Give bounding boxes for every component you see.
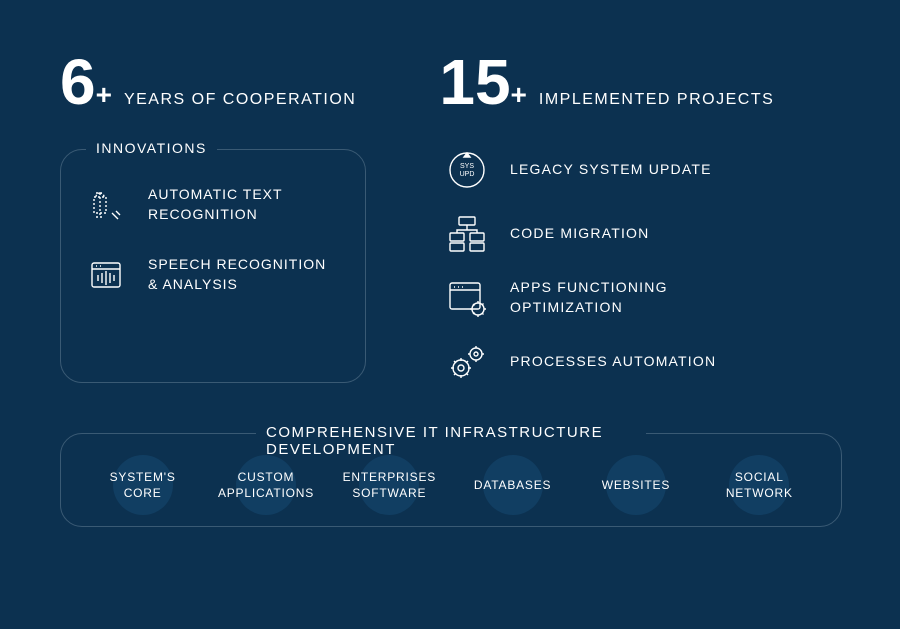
app-gear-icon [446, 277, 488, 319]
service-processes-automation: PROCESSES AUTOMATION [446, 341, 840, 383]
innovation-speech-recognition: SPEECH RECOGNITION& ANALYSIS [86, 255, 340, 295]
gears-icon [446, 341, 488, 383]
servers-icon [446, 213, 488, 255]
infrastructure-box: COMPREHENSIVE IT INFRASTRUCTURE DEVELOPM… [60, 433, 842, 527]
sys-upd-icon: SYSUPD [446, 149, 488, 191]
stat-number: 6+ [60, 50, 112, 114]
service-text: CODE MIGRATION [510, 224, 649, 244]
infra-item-databases: DATABASES [453, 477, 573, 493]
infra-item-enterprise-software: ENTERPRISESSOFTWARE [329, 469, 449, 501]
stat-projects: 15+ IMPLEMENTED PROJECTS [439, 50, 774, 114]
infra-item-core: SYSTEM'SCORE [83, 469, 203, 501]
services-column: SYSUPD LEGACY SYSTEM UPDATE CODE MIGRATI… [446, 149, 840, 383]
service-text: APPS FUNCTIONINGOPTIMIZATION [510, 278, 668, 317]
service-text: PROCESSES AUTOMATION [510, 352, 716, 372]
innovations-box: INNOVATIONS AUTOMATIC TEXTRECOGNITION SP… [60, 149, 366, 383]
text-cursor-icon [86, 185, 126, 225]
service-legacy-update: SYSUPD LEGACY SYSTEM UPDATE [446, 149, 840, 191]
stat-number: 15+ [439, 50, 527, 114]
speech-analysis-icon [86, 255, 126, 295]
service-text: LEGACY SYSTEM UPDATE [510, 160, 712, 180]
infra-item-custom-apps: CUSTOMAPPLICATIONS [206, 469, 326, 501]
innovation-text-recognition: AUTOMATIC TEXTRECOGNITION [86, 185, 340, 225]
stat-label: IMPLEMENTED PROJECTS [539, 91, 774, 109]
infra-item-social-network: SOCIALNETWORK [699, 469, 819, 501]
stat-label: YEARS OF COOPERATION [124, 91, 356, 109]
stats-row: 6+ YEARS OF COOPERATION 15+ IMPLEMENTED … [60, 50, 840, 114]
svg-text:UPD: UPD [460, 171, 475, 178]
mid-row: INNOVATIONS AUTOMATIC TEXTRECOGNITION SP… [60, 149, 840, 383]
service-code-migration: CODE MIGRATION [446, 213, 840, 255]
stat-years: 6+ YEARS OF COOPERATION [60, 50, 356, 114]
svg-text:SYS: SYS [460, 163, 474, 170]
feature-text: SPEECH RECOGNITION& ANALYSIS [148, 255, 326, 294]
infrastructure-title: COMPREHENSIVE IT INFRASTRUCTURE DEVELOPM… [256, 424, 646, 458]
innovations-title: INNOVATIONS [86, 140, 217, 156]
feature-text: AUTOMATIC TEXTRECOGNITION [148, 185, 283, 224]
service-apps-optimization: APPS FUNCTIONINGOPTIMIZATION [446, 277, 840, 319]
infra-item-websites: WEBSITES [576, 477, 696, 493]
infrastructure-items-row: SYSTEM'SCORE CUSTOMAPPLICATIONS ENTERPRI… [81, 469, 821, 501]
